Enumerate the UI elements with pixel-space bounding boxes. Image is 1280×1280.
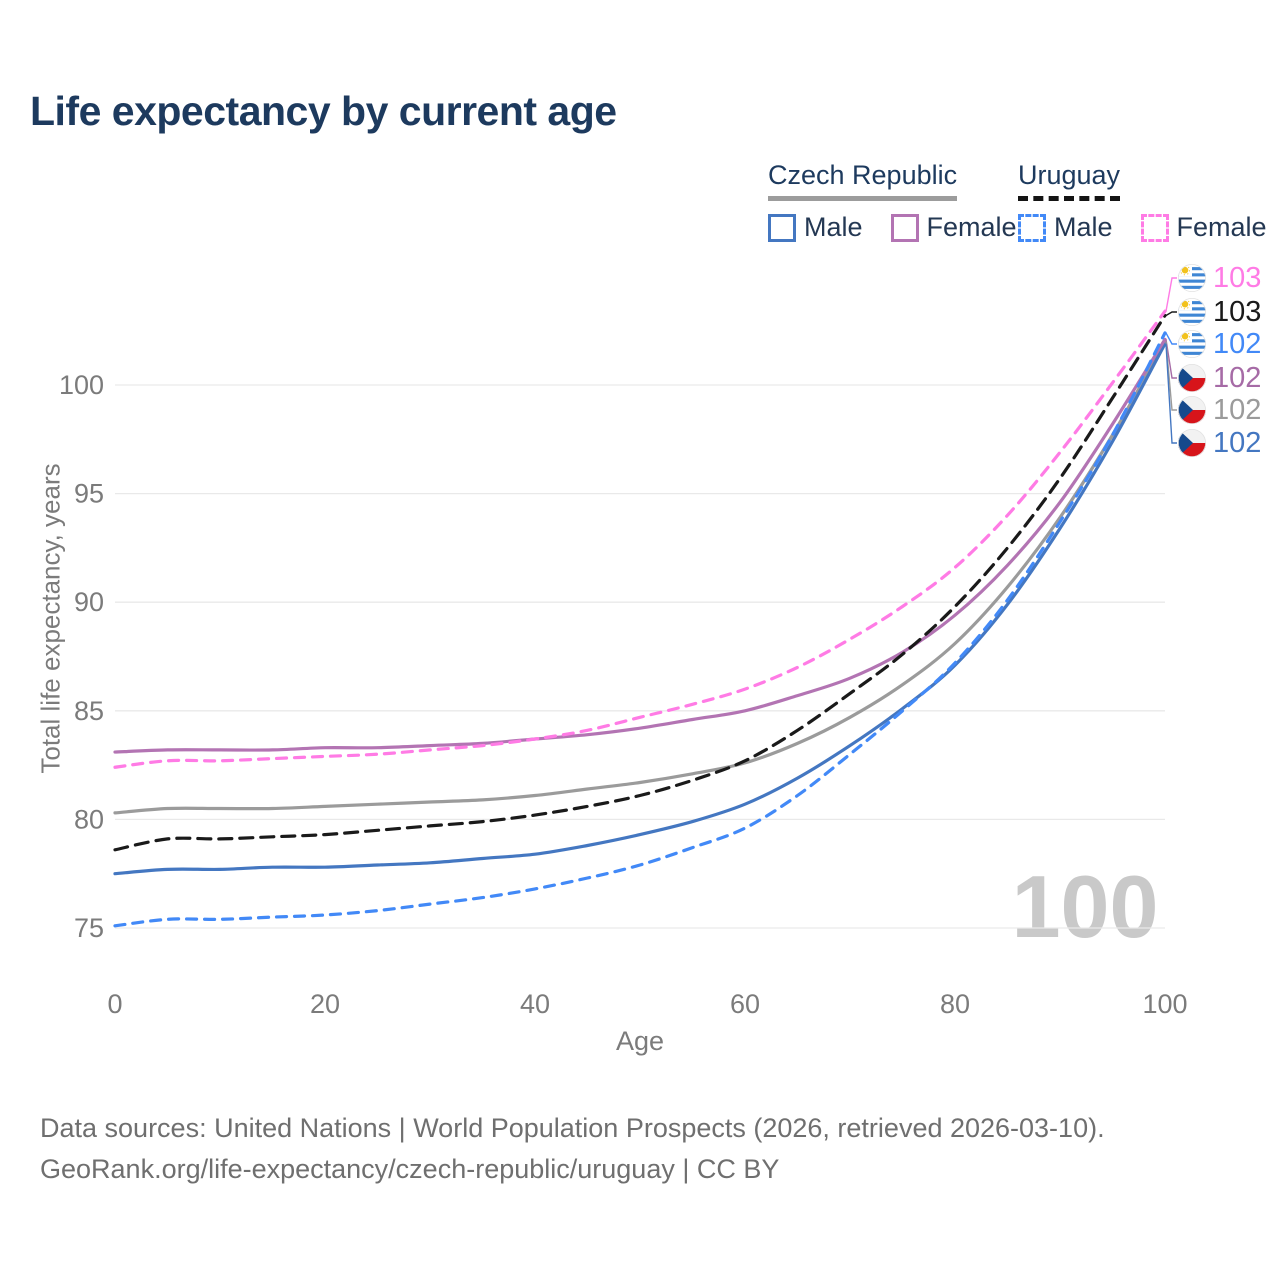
x-axis-title: Age bbox=[615, 1026, 665, 1056]
legend-item-czech-female[interactable]: Female bbox=[890, 212, 1017, 243]
legend-item-uruguay-male[interactable]: Male bbox=[1018, 212, 1113, 243]
x-tick-label: 60 bbox=[730, 989, 760, 1019]
end-label-connector bbox=[1165, 343, 1177, 444]
end-label-row: 102 bbox=[1178, 327, 1262, 360]
footer: Data sources: United Nations | World Pop… bbox=[40, 1108, 1105, 1190]
czech-flag-icon bbox=[1178, 396, 1206, 424]
x-tick-label: 20 bbox=[310, 989, 340, 1019]
series-line-czech-female[interactable] bbox=[113, 337, 1167, 754]
x-tick-label: 100 bbox=[1142, 989, 1187, 1019]
y-axis-title: Total life expectancy, years bbox=[35, 463, 66, 774]
end-label-connector bbox=[1165, 311, 1177, 317]
czech-male-swatch-icon bbox=[768, 213, 796, 242]
legend-item-label: Female bbox=[1176, 212, 1267, 242]
end-label-row: 102 bbox=[1178, 393, 1262, 426]
uruguay-female-swatch-icon bbox=[1140, 213, 1169, 242]
y-tick-label: 95 bbox=[74, 479, 104, 509]
legend-group-uruguay: Uruguay Male Female bbox=[1018, 160, 1267, 243]
y-tick-label: 85 bbox=[74, 696, 104, 726]
uruguay-male-swatch-icon bbox=[1018, 213, 1046, 242]
end-label-value: 103 bbox=[1213, 261, 1262, 294]
footer-data-sources: Data sources: United Nations | World Pop… bbox=[40, 1113, 1105, 1143]
czech-flag-icon bbox=[1178, 429, 1206, 457]
series-line-uruguay-male[interactable] bbox=[113, 331, 1167, 928]
x-tick-label: 80 bbox=[940, 989, 970, 1019]
y-tick-label: 80 bbox=[74, 804, 104, 834]
end-label-connector bbox=[1165, 332, 1177, 345]
end-label-connector bbox=[1165, 341, 1177, 411]
legend-item-uruguay-female[interactable]: Female bbox=[1140, 212, 1267, 243]
legend-item-czech-male[interactable]: Male bbox=[768, 212, 863, 243]
age-watermark: 100 bbox=[1011, 857, 1159, 956]
footer-attribution: GeoRank.org/life-expectancy/czech-republ… bbox=[40, 1154, 780, 1184]
end-label-value: 102 bbox=[1213, 327, 1262, 360]
end-label-connector bbox=[1165, 277, 1177, 312]
legend-item-label: Male bbox=[804, 212, 863, 242]
y-tick-label: 90 bbox=[74, 587, 104, 617]
series-line-uruguay-female[interactable] bbox=[113, 309, 1167, 769]
legend-item-label: Female bbox=[926, 212, 1017, 242]
series-line-czech-male[interactable] bbox=[113, 342, 1167, 876]
end-label-value: 102 bbox=[1213, 361, 1262, 394]
end-label-value: 102 bbox=[1213, 426, 1262, 459]
end-label-row: 103 bbox=[1178, 295, 1262, 328]
x-tick-label: 40 bbox=[520, 989, 550, 1019]
legend-header-uruguay[interactable]: Uruguay bbox=[1018, 160, 1121, 201]
y-tick-label: 75 bbox=[74, 913, 104, 943]
uruguay-flag-icon bbox=[1178, 330, 1206, 358]
end-label-value: 102 bbox=[1213, 393, 1262, 426]
x-tick-label: 0 bbox=[107, 989, 122, 1019]
y-tick-label: 100 bbox=[59, 370, 104, 400]
legend-item-label: Male bbox=[1054, 212, 1113, 242]
uruguay-flag-icon bbox=[1178, 264, 1206, 292]
legend-header-czech-republic[interactable]: Czech Republic bbox=[768, 160, 958, 201]
end-label-connector bbox=[1165, 339, 1177, 379]
end-label-row: 103 bbox=[1178, 261, 1262, 294]
end-label-row: 102 bbox=[1178, 426, 1262, 459]
legend-group-czech-republic: Czech Republic Male Female bbox=[768, 160, 1017, 243]
uruguay-flag-icon bbox=[1178, 298, 1206, 326]
end-label-row: 102 bbox=[1178, 361, 1262, 394]
chart-title: Life expectancy by current age bbox=[30, 88, 617, 134]
czech-female-swatch-icon bbox=[890, 213, 919, 242]
series-line-uruguay-total[interactable] bbox=[113, 313, 1167, 852]
czech-flag-icon bbox=[1178, 364, 1206, 392]
series-line-czech-total[interactable] bbox=[113, 340, 1167, 815]
end-label-value: 103 bbox=[1213, 295, 1262, 328]
